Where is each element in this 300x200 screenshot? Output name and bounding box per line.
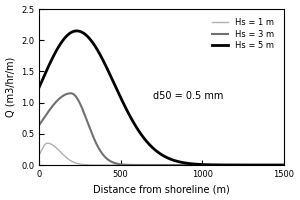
X-axis label: Distance from shoreline (m): Distance from shoreline (m) (93, 184, 230, 194)
Legend: Hs = 1 m, Hs = 3 m, Hs = 5 m: Hs = 1 m, Hs = 3 m, Hs = 5 m (208, 15, 277, 53)
Y-axis label: Q (m3/hr/m): Q (m3/hr/m) (6, 57, 16, 117)
Text: d50 = 0.5 mm: d50 = 0.5 mm (153, 91, 224, 101)
